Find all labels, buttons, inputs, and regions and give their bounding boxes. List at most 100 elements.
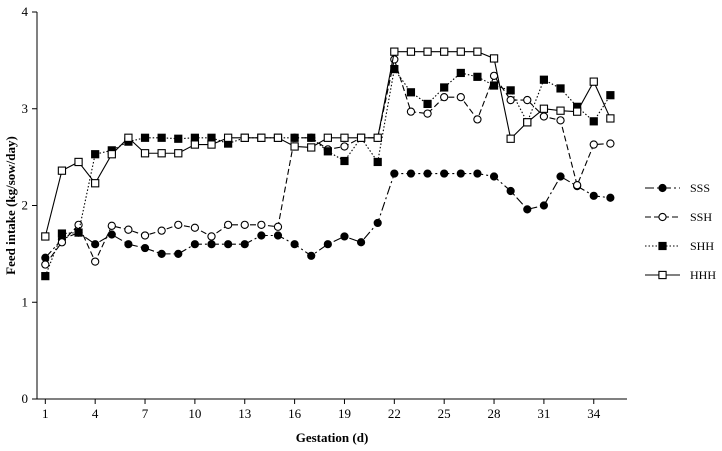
data-point-shh (440, 83, 449, 92)
x-tick-label: 19 (338, 406, 351, 421)
data-point-hhh (356, 133, 366, 142)
data-point-shh (207, 133, 216, 142)
legend-label: SSS (690, 181, 710, 195)
data-point-shh (41, 272, 50, 281)
y-tick-label: 0 (22, 391, 29, 406)
data-point-ssh (91, 257, 100, 266)
data-point-sss (224, 240, 233, 249)
data-point-shh (140, 133, 150, 142)
data-point-hhh (273, 133, 283, 142)
x-tick-label: 4 (92, 406, 99, 421)
data-point-hhh (223, 133, 233, 142)
data-point-ssh (606, 139, 615, 148)
data-point-ssh (41, 260, 50, 269)
data-point-hhh (589, 77, 598, 86)
data-point-ssh (456, 92, 465, 102)
data-point-hhh (41, 232, 50, 241)
legend-item-shh: SHH (645, 239, 714, 253)
data-point-ssh (140, 231, 150, 240)
data-point-shh (489, 81, 499, 90)
legend-marker (658, 212, 667, 222)
series-ssh (41, 55, 615, 269)
data-point-hhh (257, 133, 266, 142)
data-point-shh (91, 150, 100, 159)
data-point-sss (373, 218, 382, 228)
data-point-hhh (523, 118, 532, 127)
data-point-ssh (539, 112, 549, 121)
data-point-ssh (240, 220, 249, 229)
data-point-shh (423, 99, 432, 109)
data-point-sss (440, 169, 449, 178)
data-point-sss (523, 205, 532, 214)
data-point-shh (473, 72, 482, 81)
legend-label: SSH (690, 210, 712, 224)
data-point-hhh (390, 47, 399, 56)
data-point-sss (539, 201, 549, 210)
data-point-sss (174, 249, 183, 258)
y-ticks: 0 1 2 3 4 (22, 4, 37, 406)
legend-item-sss: SSS (645, 181, 710, 195)
data-point-sss (107, 230, 116, 239)
data-point-hhh (290, 142, 299, 151)
data-point-hhh (307, 143, 316, 152)
data-point-sss (340, 232, 349, 241)
data-point-hhh (107, 150, 116, 159)
x-tick-label: 25 (438, 406, 451, 421)
data-point-hhh (74, 157, 83, 167)
data-point-shh (373, 157, 382, 167)
data-point-shh (556, 84, 565, 93)
data-point-shh (539, 75, 549, 84)
x-tick-label: 13 (238, 406, 251, 421)
data-point-sss (290, 240, 299, 249)
data-point-sss (589, 191, 598, 200)
data-point-shh (406, 88, 416, 97)
data-point-ssh (207, 232, 216, 241)
legend-marker (658, 183, 667, 193)
y-tick-label: 1 (22, 294, 29, 309)
data-point-sss (473, 169, 482, 178)
data-point-hhh (489, 54, 499, 63)
data-point-ssh (257, 220, 266, 229)
data-point-sss (207, 240, 216, 249)
data-point-ssh (473, 115, 482, 124)
data-point-hhh (57, 166, 67, 175)
x-tick-label: 22 (388, 406, 401, 421)
y-tick-label: 2 (22, 198, 29, 213)
data-point-shh (307, 133, 316, 142)
data-point-sss (240, 240, 249, 249)
data-point-hhh (539, 104, 549, 113)
data-point-hhh (190, 140, 200, 149)
data-point-hhh (323, 133, 332, 142)
data-point-hhh (91, 179, 100, 188)
data-point-hhh (373, 133, 382, 142)
data-point-ssh (107, 221, 116, 230)
legend-marker (658, 270, 667, 280)
data-point-shh (323, 147, 332, 156)
data-point-sss (606, 193, 615, 202)
series-layer (41, 47, 615, 281)
data-point-hhh (572, 107, 582, 116)
data-point-ssh (423, 109, 432, 118)
data-point-sss (190, 240, 199, 249)
data-point-shh (290, 133, 299, 142)
data-point-sss (257, 231, 266, 240)
data-point-shh (589, 117, 598, 126)
x-axis-title: Gestation (d) (296, 430, 369, 445)
data-point-hhh (140, 149, 150, 158)
legend: SSS SSH SHH HHH (645, 181, 716, 282)
x-tick-label: 31 (537, 406, 550, 421)
data-point-sss (124, 240, 133, 249)
data-point-ssh (406, 107, 416, 116)
data-point-ssh (506, 95, 515, 105)
data-point-ssh (589, 140, 598, 149)
data-point-ssh (340, 142, 349, 151)
data-point-sss (423, 169, 432, 178)
legend-marker (658, 241, 667, 251)
data-point-sss (456, 169, 465, 178)
data-point-hhh (423, 47, 432, 56)
data-point-shh (174, 134, 183, 143)
data-point-ssh (556, 116, 565, 125)
data-point-ssh (74, 220, 83, 229)
data-point-ssh (440, 92, 449, 102)
